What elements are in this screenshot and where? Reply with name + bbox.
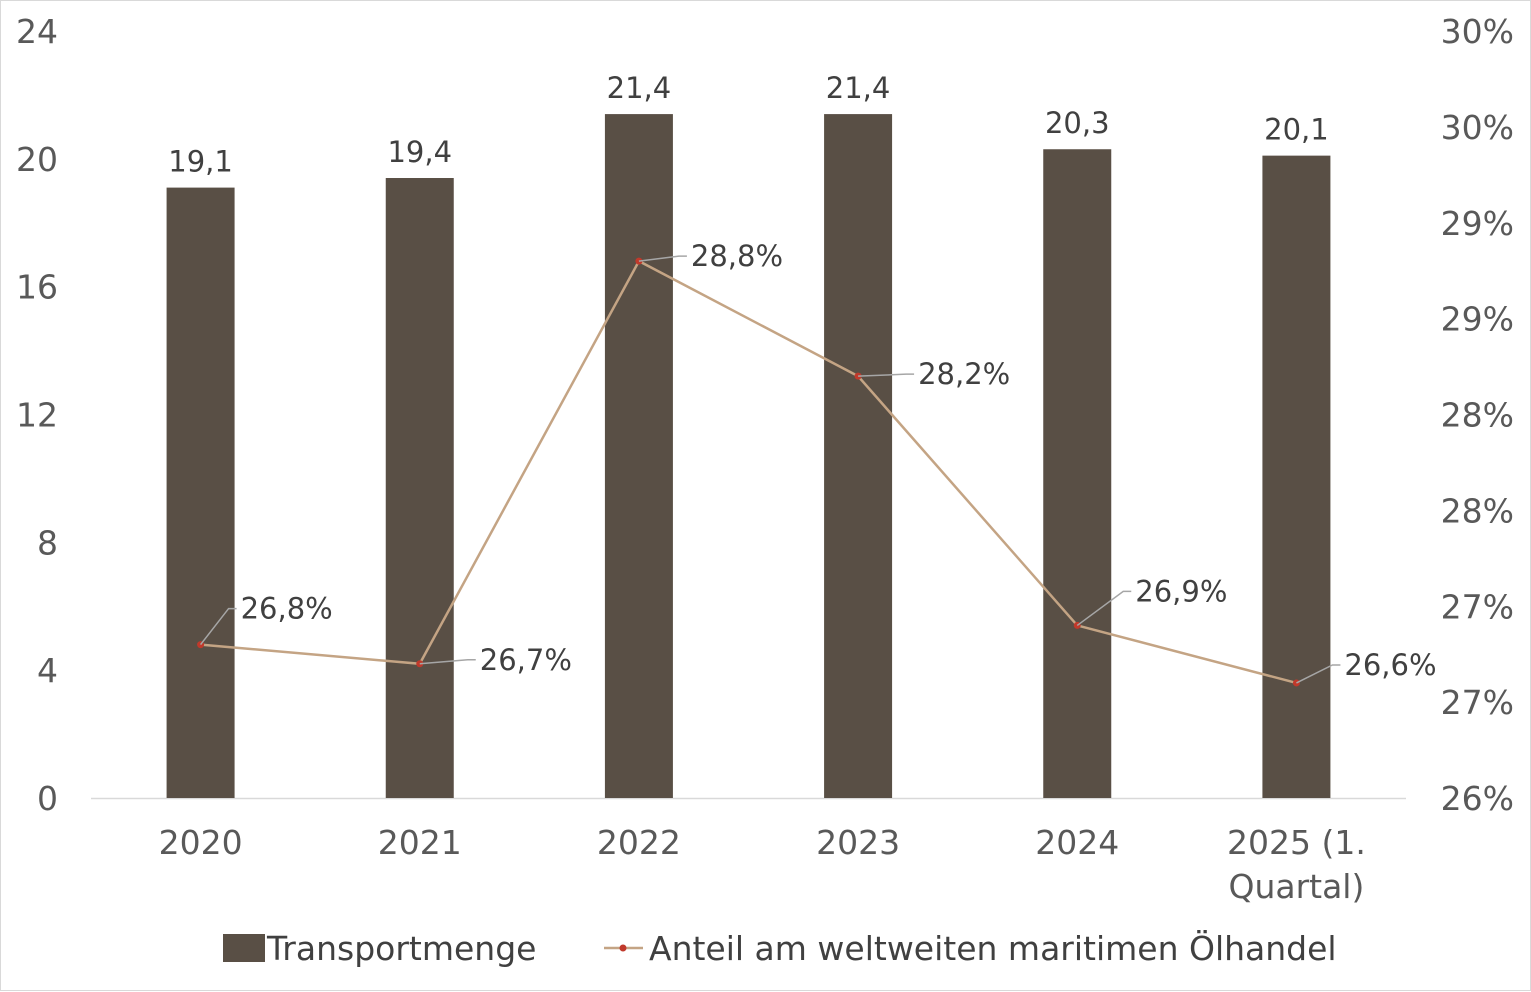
- legend-line-marker: [619, 944, 627, 952]
- share-label-leader: [638, 255, 687, 262]
- bar-2020: [166, 187, 235, 799]
- left-tick-label: 4: [37, 651, 58, 690]
- right-tick-label: 27%: [1441, 587, 1514, 626]
- left-tick-label: 8: [37, 523, 58, 562]
- right-tick-label: 29%: [1441, 204, 1514, 243]
- category-label: 2021: [378, 823, 462, 862]
- left-tick-label: 16: [16, 268, 58, 307]
- share-label-leader: [1296, 664, 1341, 684]
- left-tick-label: 12: [16, 396, 58, 435]
- left-tick-label: 20: [16, 140, 58, 179]
- bar-value-label: 19,4: [387, 135, 452, 169]
- right-tick-label: 27%: [1441, 683, 1514, 722]
- bar-2021: [385, 178, 454, 799]
- share-value-label: 28,2%: [918, 357, 1010, 391]
- share-value-label: 26,8%: [241, 592, 333, 626]
- bar-2025 (1. Quartal): [1262, 155, 1331, 798]
- right-axis-ticks: 26% 27% 27% 28% 28% 29% 29% 30% 30%: [1441, 12, 1514, 818]
- bar-series: [166, 114, 1331, 799]
- share-value-label: 26,7%: [480, 643, 572, 677]
- share-value-label: 26,9%: [1135, 574, 1227, 608]
- category-label: 2022: [597, 823, 681, 862]
- legend: Transportmenge Anteil am weltweiten marit…: [223, 928, 1337, 968]
- bar-value-label: 20,1: [1264, 113, 1329, 147]
- right-tick-label: 30%: [1441, 108, 1514, 147]
- bar-value-label: 19,1: [168, 145, 233, 179]
- right-tick-label: 29%: [1441, 300, 1514, 339]
- bar-value-label: 20,3: [1045, 106, 1110, 140]
- legend-bar-swatch: [223, 934, 265, 962]
- share-label-leader: [1076, 590, 1132, 627]
- bar-value-label: 21,4: [826, 71, 891, 105]
- bar-2022: [604, 114, 673, 798]
- bar-data-labels: 19,1 19,4 21,4 21,4 20,3 20,1: [168, 71, 1328, 179]
- right-tick-label: 30%: [1441, 12, 1514, 51]
- category-label: 2024: [1035, 823, 1119, 862]
- share-value-label: 26,6%: [1344, 648, 1436, 682]
- left-axis-ticks: 0 4 8 12 16 20 24: [16, 12, 58, 818]
- right-tick-label: 28%: [1441, 491, 1514, 530]
- line-series: [197, 257, 1300, 687]
- bar-2023: [824, 114, 893, 798]
- legend-line-label: Anteil am weltweiten maritimen Ölhandel: [649, 928, 1337, 968]
- right-tick-label: 28%: [1441, 396, 1514, 435]
- share-label-leader: [419, 659, 476, 665]
- left-tick-label: 24: [16, 12, 58, 51]
- share-label-leader: [199, 607, 237, 646]
- line-data-labels: 26,8% 26,7% 28,8% 28,2% 26,9% 26,6%: [199, 239, 1437, 684]
- bar-2024: [1043, 149, 1112, 798]
- category-label: 2020: [159, 823, 243, 862]
- share-value-label: 28,8%: [691, 239, 783, 273]
- bar-value-label: 21,4: [607, 71, 672, 105]
- share-line: [200, 259, 1297, 685]
- share-label-leader: [858, 373, 915, 377]
- legend-bar-label: Transportmenge: [266, 929, 536, 968]
- right-tick-label: 26%: [1441, 779, 1514, 818]
- left-tick-label: 0: [37, 779, 58, 818]
- category-label: 2025 (1. Quartal): [1227, 823, 1366, 906]
- category-label: 2023: [816, 823, 900, 862]
- category-labels: 2020 2021 2022 2023 2024 2025 (1. Quartal): [159, 823, 1366, 906]
